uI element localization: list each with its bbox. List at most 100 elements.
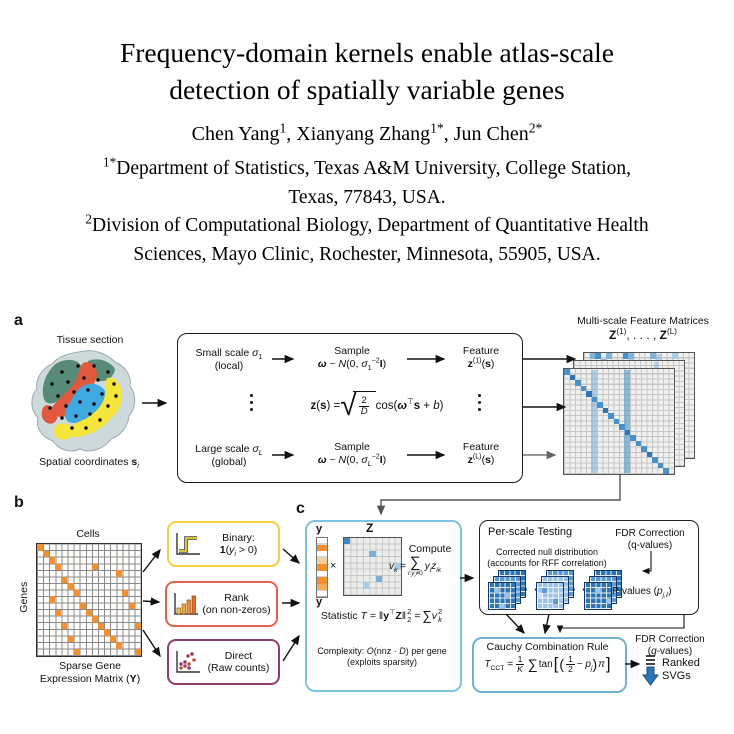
rff-formula-rhs: cos(ω⊤s + b) <box>375 397 444 412</box>
y-vector-label-top: y <box>316 523 323 535</box>
small-sample-block: Sample ω ~ N(0, σ1−2I) <box>298 345 406 372</box>
title-line-2: detection of spatially variable genes <box>169 74 565 105</box>
affiliation-1-line-2: Texas, 77843, USA. <box>288 186 446 208</box>
large-scale-text: Large scale σL <box>195 443 263 458</box>
caption-line-2: Expression Matrix (Y) <box>39 672 141 685</box>
null-distribution-stack <box>488 570 526 610</box>
complexity-note: Complexity: O(nnz · D) per gene (exploit… <box>309 646 455 668</box>
large-scale-label: Large scale σL (global) <box>183 443 275 468</box>
binary-title: Binary: <box>222 532 255 544</box>
direct-subtitle: (Raw counts) <box>207 662 270 674</box>
vk-rhs: yizik <box>424 561 442 574</box>
cells-axis-label: Cells <box>76 528 100 540</box>
direct-box-text: Direct (Raw counts) <box>203 650 274 674</box>
rank-box-text: Rank (on non-zeros) <box>201 592 272 616</box>
sqrt-numerator: 2 <box>359 395 369 407</box>
sparse-matrix-caption: Sparse Gene Expression Matrix (Y) <box>18 660 162 685</box>
z-matrix <box>343 537 402 596</box>
caption-line-1: Sparse Gene <box>59 660 121 672</box>
bar-chart-icon <box>174 593 198 615</box>
multiply-symbol: × <box>330 560 337 572</box>
title-line-1: Frequency-domain kernels enable atlas-sc… <box>119 37 615 68</box>
rff-formula-lhs: z(s) = <box>310 400 341 412</box>
large-feature-block: Feature z(L)(s) <box>450 441 512 466</box>
rank-transform-box: Rank (on non-zeros) <box>165 581 278 627</box>
panel-a-label: a <box>14 312 23 329</box>
panel-c-label: c <box>296 500 305 517</box>
small-feature-z: z(1)(s) <box>467 356 495 370</box>
sum-symbol: ∑ <box>527 656 538 672</box>
p-values-label: P-values (pj,ℓ) <box>612 586 672 599</box>
step-function-icon <box>176 533 200 555</box>
large-distribution: ω ~ N(0, σL−2I) <box>317 452 387 468</box>
y-vector <box>316 537 328 598</box>
per-scale-title: Per-scale Testing <box>488 526 573 538</box>
direct-title: Direct <box>224 650 253 662</box>
paper-header: Frequency-domain kernels enable atlas-sc… <box>0 34 734 269</box>
sqrt-denominator: D <box>360 406 368 417</box>
affiliation-2-line-1: 2Division of Computational Biology, Depa… <box>85 211 649 236</box>
small-distribution: ω ~ N(0, σ1−2I) <box>317 356 387 372</box>
rff-kernel-box <box>177 333 523 483</box>
compute-label: Compute <box>408 543 452 555</box>
rank-subtitle: (on non-zeros) <box>202 604 271 616</box>
page-title: Frequency-domain kernels enable atlas-sc… <box>0 34 734 108</box>
complexity-line-2: (exploits sparsity) <box>346 657 418 667</box>
statistic-pre: Statistic T = ‖y⊤Z‖ <box>320 608 407 622</box>
sum-symbol: ∑ <box>410 554 421 571</box>
null-distribution-stack <box>584 570 622 610</box>
small-scale-text: Small scale σ1 <box>195 347 263 362</box>
sparse-expression-matrix <box>36 543 142 657</box>
affiliations: 1*Department of Statistics, Texas A&M Un… <box>0 155 734 269</box>
affiliation-1-line-1: 1*Department of Statistics, Texas A&M Un… <box>102 154 632 179</box>
genes-axis-label: Genes <box>17 581 30 613</box>
tissue-section-illustration <box>31 350 136 452</box>
panel-b-label: b <box>14 494 24 511</box>
tissue-section-label: Tissue section <box>56 334 124 346</box>
sum-symbol: ∑ <box>422 608 432 623</box>
complexity-line-1: Complexity: O(nnz · D) per gene <box>317 646 447 656</box>
feature-label: Feature <box>462 441 500 453</box>
affiliation-2-line-2: Sciences, Mayo Clinic, Rochester, Minnes… <box>133 243 601 265</box>
sample-label: Sample <box>334 441 370 453</box>
large-sample-block: Sample ω ~ N(0, σL−2I) <box>298 441 406 468</box>
authors-line: Chen Yang1, Xianyang Zhang1*, Jun Chen2* <box>191 120 543 145</box>
rank-title: Rank <box>224 592 249 604</box>
small-feature-block: Feature z(1)(s) <box>450 345 512 370</box>
small-scale-label: Small scale σ1 (local) <box>183 347 275 372</box>
feature-matrices-title: Multi-scale Feature Matrices <box>577 315 709 327</box>
z-matrix-label: Z <box>366 521 374 535</box>
binary-formula: 1(yi > 0) <box>219 544 258 559</box>
vertical-dots <box>478 394 481 411</box>
fdr-correction-final: FDR Correction (q-values) <box>635 634 705 657</box>
sample-label: Sample <box>334 345 370 357</box>
feature-matrices-subtitle: Z(1), . . . , Z(L) <box>609 327 677 342</box>
large-scale-paren: (global) <box>211 455 247 468</box>
y-vector-label-bottom: y <box>316 596 323 608</box>
vertical-dots <box>250 394 253 411</box>
small-scale-paren: (local) <box>214 359 244 372</box>
feature-label: Feature <box>462 345 500 357</box>
large-feature-z: z(L)(s) <box>467 452 495 466</box>
direct-transform-box: Direct (Raw counts) <box>167 639 280 685</box>
corrected-null-distribution-label: Corrected null distribution (accounts fo… <box>487 547 607 568</box>
vk-formula: vk = ∑ i:yi≠0 yizik <box>389 554 442 579</box>
vk-sum-condition: i:yi≠0 <box>408 570 423 579</box>
scatter-dots-icon <box>176 651 200 673</box>
feature-matrix-front <box>563 368 675 475</box>
spatial-coordinates-label: Spatial coordinates si <box>39 456 139 471</box>
binary-transform-box: Binary: 1(yi > 0) <box>167 521 280 567</box>
vk-lhs: vk = <box>389 561 407 574</box>
fdr-correction-per-scale: FDR Correction (q-values) <box>615 528 685 551</box>
ranked-down-arrow-icon <box>642 655 659 686</box>
null-distribution-stack <box>536 570 574 610</box>
radical-symbol: √ <box>340 389 357 422</box>
cauchy-combination-box <box>472 637 627 693</box>
binary-box-text: Binary: 1(yi > 0) <box>203 532 274 559</box>
cauchy-title: Cauchy Combination Rule <box>486 641 609 653</box>
ranked-svgs-label: Ranked SVGs <box>662 657 700 682</box>
